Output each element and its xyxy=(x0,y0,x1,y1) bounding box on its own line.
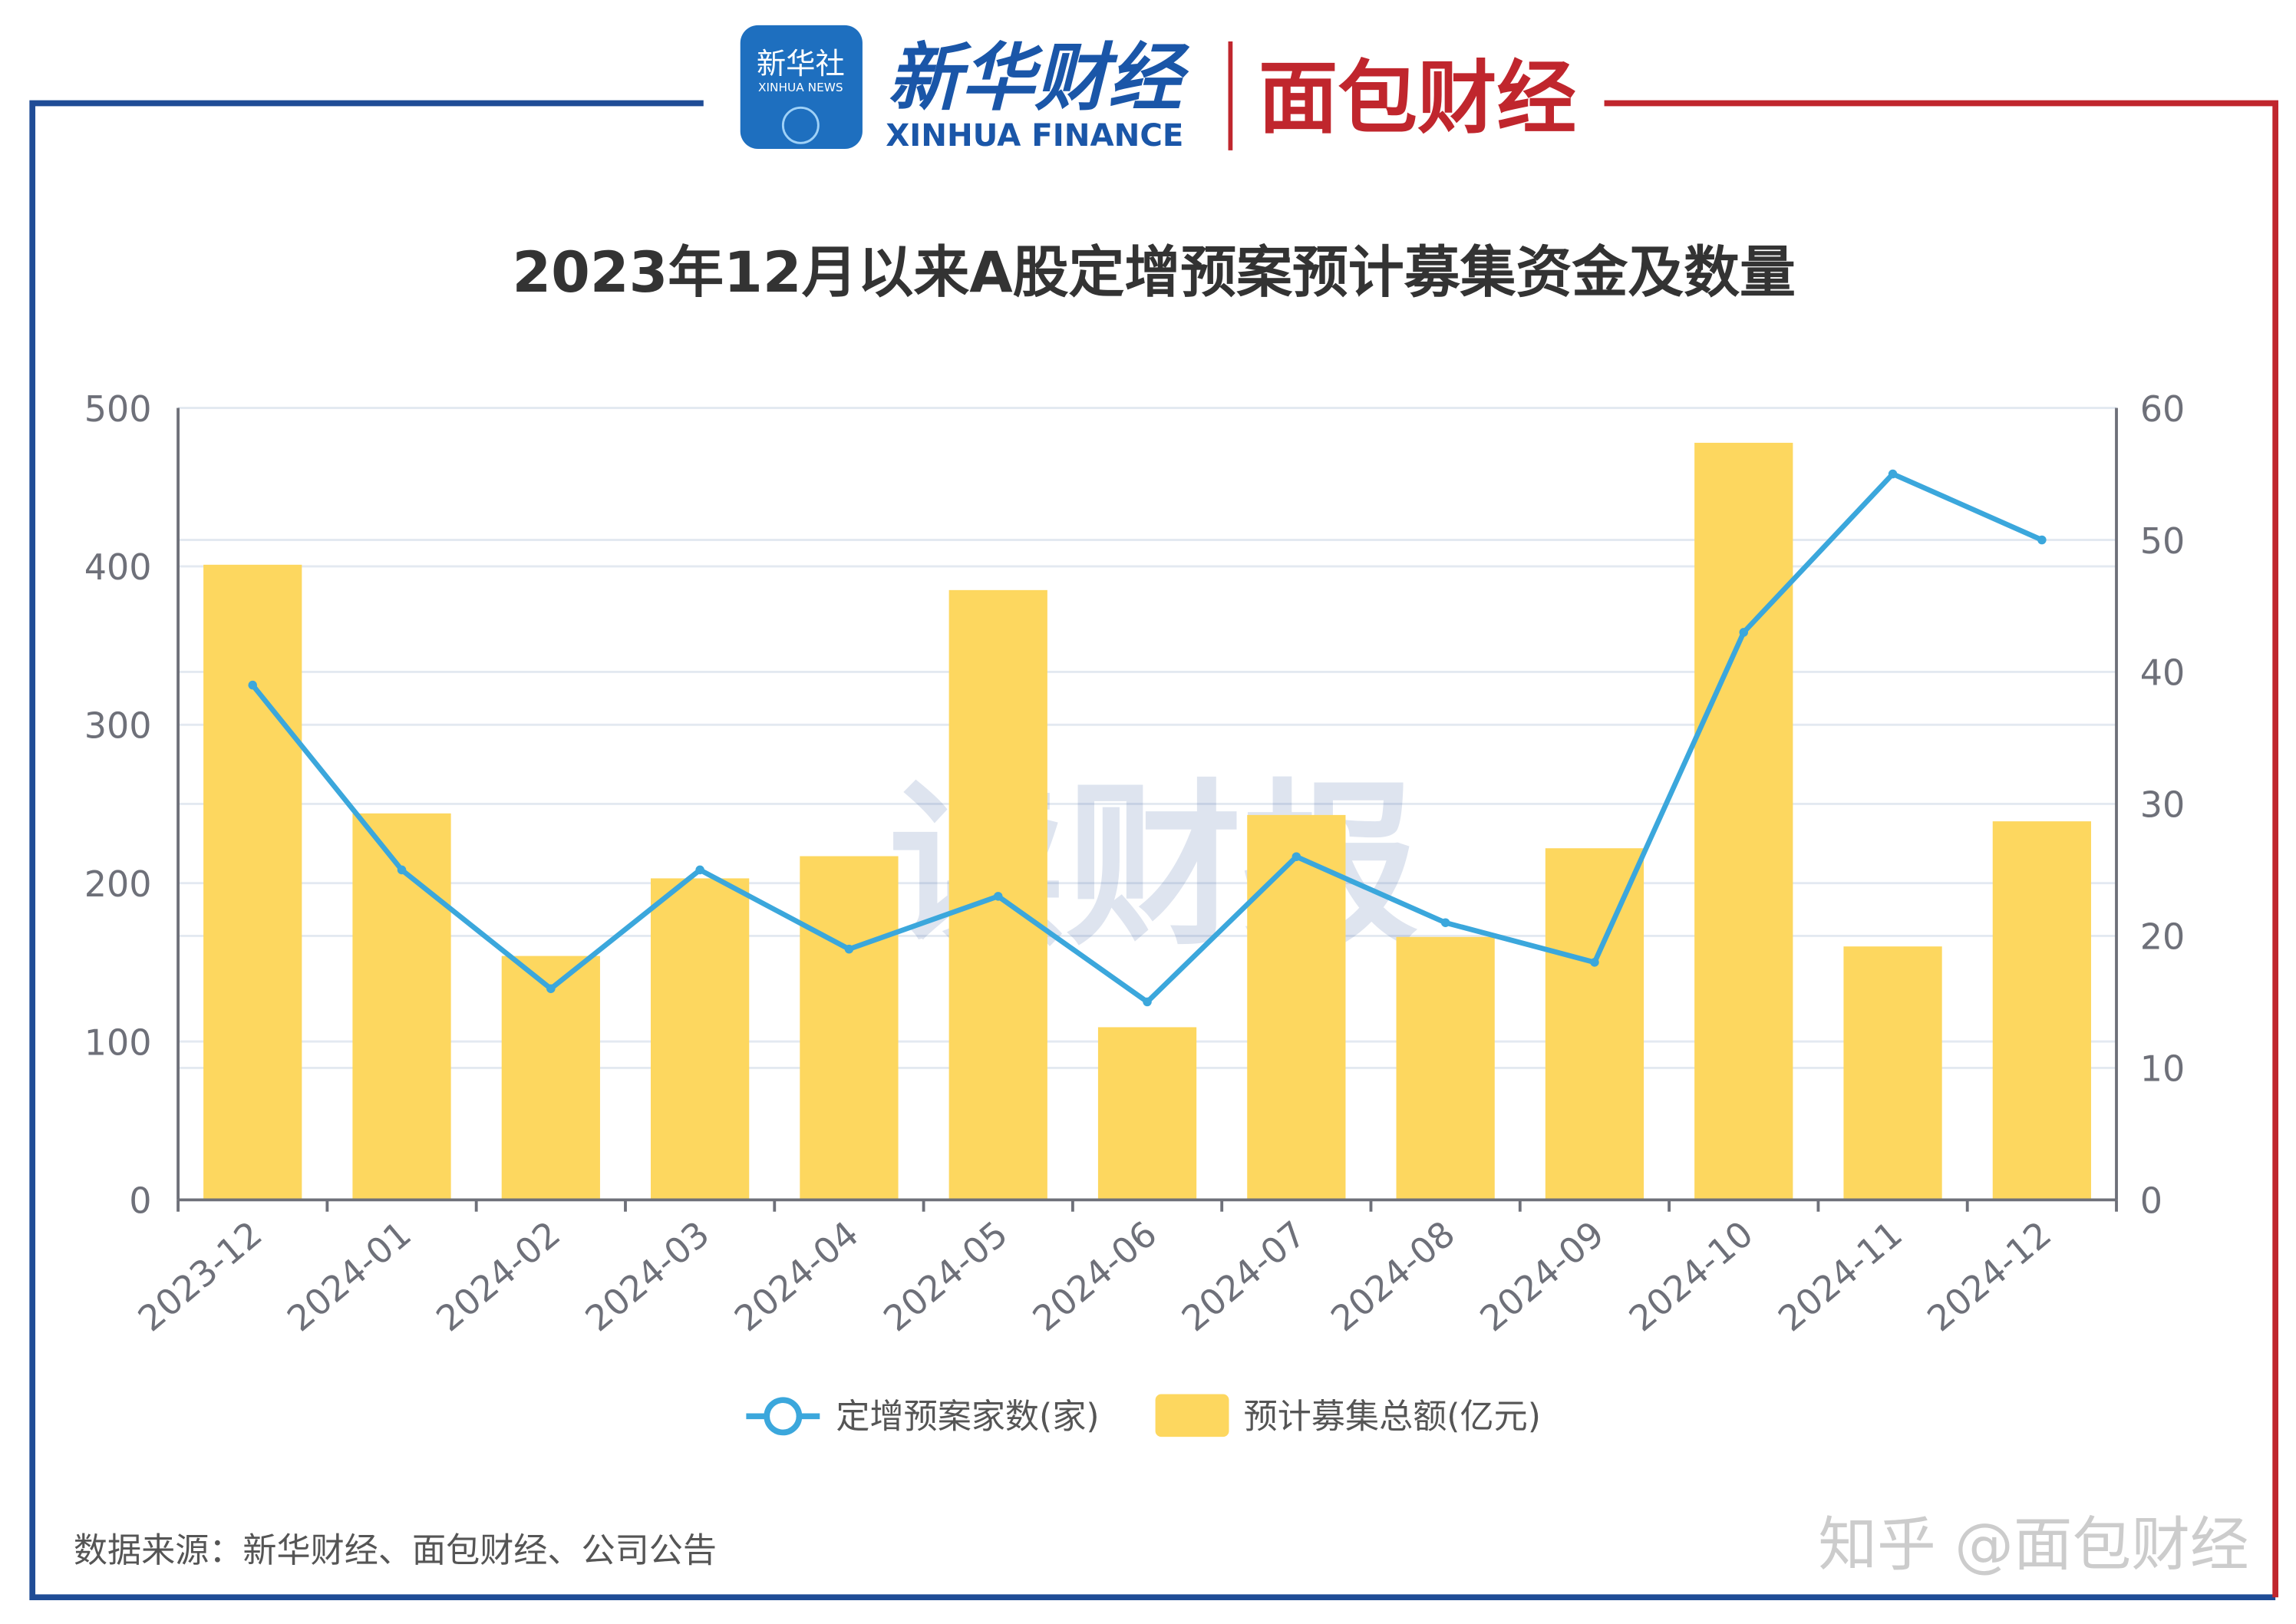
y-right-tick-label: 10 xyxy=(2140,1048,2185,1090)
y-right-tick-label: 20 xyxy=(2140,916,2185,958)
source-note: 数据来源：新华财经、面包财经、公司公告 xyxy=(74,1531,717,1570)
frame xyxy=(29,100,2278,1601)
bar-2023-12[interactable] xyxy=(203,564,302,1200)
line-series xyxy=(248,469,2047,1007)
line-point-2024-03[interactable] xyxy=(695,865,704,875)
line-point-2024-12[interactable] xyxy=(2037,535,2047,545)
legend-label-bar: 预计募集总额(亿元) xyxy=(1244,1398,1541,1437)
xinhua-badge-sub: XINHUA NEWS xyxy=(758,81,843,94)
x-tick-label: 2024-11 xyxy=(1770,1213,1910,1339)
bar-2024-04[interactable] xyxy=(800,856,899,1200)
bar-2024-12[interactable] xyxy=(1992,821,2091,1200)
y-left-tick-label: 400 xyxy=(84,546,152,588)
legend-item-line[interactable]: 定增预案家数(家) xyxy=(746,1397,1100,1437)
legend: 定增预案家数(家) 预计募集总额(亿元) xyxy=(746,1394,1541,1438)
line-point-2024-07[interactable] xyxy=(1292,852,1301,861)
legend-item-bar[interactable]: 预计募集总额(亿元) xyxy=(1155,1394,1541,1438)
x-tick-label: 2024-06 xyxy=(1024,1213,1164,1339)
x-tick-label: 2023-12 xyxy=(130,1213,270,1339)
y-left-tick-label: 200 xyxy=(84,863,152,905)
x-tick-label: 2024-05 xyxy=(876,1213,1015,1339)
bar-series xyxy=(203,442,2091,1200)
y-right-tick-label: 30 xyxy=(2140,784,2185,826)
network-icon xyxy=(781,106,820,144)
chart-title: 2023年12月以来A股定增预案预计募集资金及数量 xyxy=(512,240,1795,305)
logo-header: 新华社 XINHUA NEWS 新华财经 XINHUA FINANCE 面包财经 xyxy=(740,25,1576,153)
bar-2024-06[interactable] xyxy=(1097,1027,1197,1200)
y-right-tick-label: 0 xyxy=(2140,1180,2162,1222)
zhihu-credit: 知乎 @面包财经 xyxy=(1818,1511,2248,1579)
line-point-2024-02[interactable] xyxy=(546,984,556,993)
legend-circle-icon xyxy=(764,1397,803,1436)
xinhua-finance-logo: 新华财经 xyxy=(888,35,1191,121)
bar-2024-11[interactable] xyxy=(1843,946,1942,1200)
line-point-2023-12[interactable] xyxy=(248,680,257,690)
y-left-tick-label: 0 xyxy=(129,1180,151,1222)
line-point-2024-05[interactable] xyxy=(993,892,1003,901)
bar-2024-10[interactable] xyxy=(1694,442,1793,1200)
x-tick-label: 2024-12 xyxy=(1919,1213,2059,1339)
frame-right-border xyxy=(1604,100,2278,1598)
line-point-2024-09[interactable] xyxy=(1590,958,1599,967)
line-point-2024-10[interactable] xyxy=(1739,628,1749,637)
legend-label-line: 定增预案家数(家) xyxy=(836,1398,1099,1437)
y-left-tick-label: 500 xyxy=(84,388,152,430)
bar-2024-07[interactable] xyxy=(1247,814,1346,1200)
line-point-2024-04[interactable] xyxy=(844,944,854,954)
y-right-tick-label: 50 xyxy=(2140,520,2185,562)
x-tick-label: 2024-09 xyxy=(1472,1213,1611,1339)
xinhua-badge xyxy=(740,25,863,149)
mianbao-logo: 面包财经 xyxy=(1259,52,1576,144)
line-point-2024-08[interactable] xyxy=(1440,918,1450,927)
xinhua-finance-en: XINHUA FINANCE xyxy=(886,118,1183,153)
bar-2024-09[interactable] xyxy=(1545,848,1644,1200)
bar-2024-02[interactable] xyxy=(501,956,600,1200)
y-left-tick-label: 100 xyxy=(84,1022,152,1063)
y-right-tick-label: 40 xyxy=(2140,652,2185,694)
x-tick-label: 2024-01 xyxy=(279,1213,419,1339)
y-right-tick-label: 60 xyxy=(2140,388,2185,430)
bar-2024-03[interactable] xyxy=(651,878,750,1200)
legend-bar-swatch xyxy=(1155,1394,1229,1438)
x-tick-label: 2024-02 xyxy=(428,1213,568,1339)
line-point-2024-01[interactable] xyxy=(397,865,407,875)
x-tick-label: 2024-04 xyxy=(727,1213,866,1339)
line-point-2024-06[interactable] xyxy=(1143,997,1152,1007)
bar-2024-08[interactable] xyxy=(1396,936,1495,1200)
x-tick-label: 2024-03 xyxy=(578,1213,718,1339)
bar-2024-01[interactable] xyxy=(352,813,451,1200)
y-left-tick-label: 300 xyxy=(84,705,152,747)
x-tick-label: 2024-07 xyxy=(1174,1213,1314,1339)
x-tick-label: 2024-10 xyxy=(1621,1213,1761,1339)
x-tick-label: 2024-08 xyxy=(1323,1213,1463,1339)
xinhua-badge-text: 新华社 xyxy=(757,47,845,81)
frame-left-border xyxy=(29,100,2276,1601)
line-point-2024-11[interactable] xyxy=(1888,469,1898,479)
